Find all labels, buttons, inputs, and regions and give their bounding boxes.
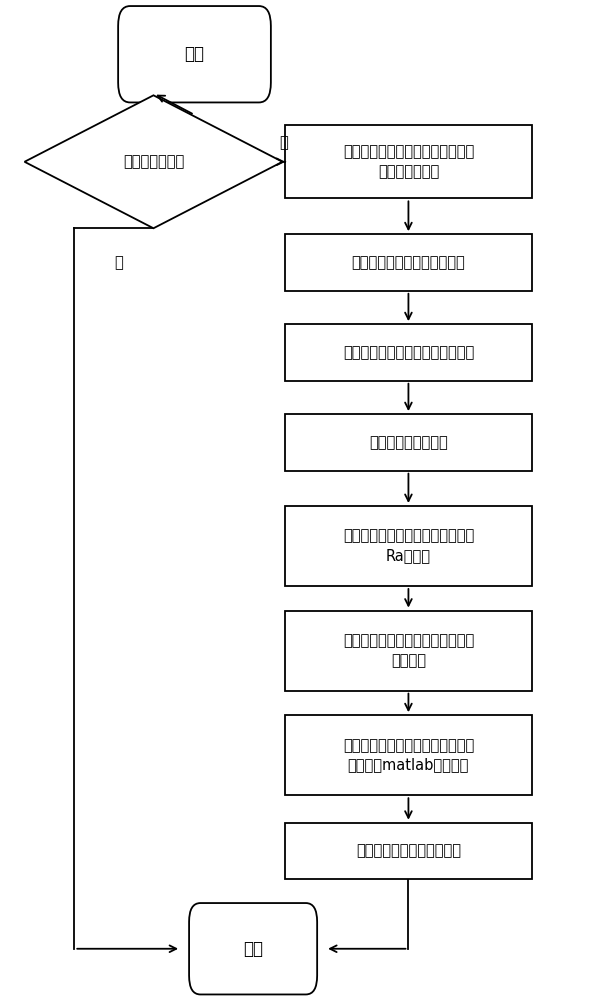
Text: 结束: 结束 xyxy=(243,940,263,958)
Bar xyxy=(286,506,532,586)
FancyBboxPatch shape xyxy=(189,903,317,994)
Text: 藄壁件加工区域表面粗糙度测量与
Ra值计算: 藄壁件加工区域表面粗糙度测量与 Ra值计算 xyxy=(343,529,474,563)
Bar xyxy=(286,125,532,198)
Bar xyxy=(286,611,532,691)
Text: 是: 是 xyxy=(280,135,288,150)
Bar xyxy=(286,234,532,291)
Polygon shape xyxy=(25,95,283,228)
FancyBboxPatch shape xyxy=(118,6,271,102)
Bar xyxy=(286,414,532,471)
Bar xyxy=(286,823,532,879)
Text: 开始: 开始 xyxy=(185,45,205,63)
Text: 传感器的安装与采集设备调试: 传感器的安装与采集设备调试 xyxy=(352,255,466,270)
Text: 否: 否 xyxy=(114,255,122,270)
Text: 建立表面粗糙度与加速度一元回归
模型并用matlab求解系数: 建立表面粗糙度与加速度一元回归 模型并用matlab求解系数 xyxy=(343,738,474,773)
Text: 加工区域加速度计算: 加工区域加速度计算 xyxy=(369,435,448,450)
Text: 表面粗糙度预测模型的建立: 表面粗糙度预测模型的建立 xyxy=(356,843,461,858)
Text: 将藄壁件安装在机床工作台上，并
进行找正与对刀: 将藄壁件安装在机床工作台上，并 进行找正与对刀 xyxy=(343,144,474,179)
Bar xyxy=(286,324,532,381)
Bar xyxy=(286,715,532,795)
Text: 根据取样长度，提取表面粗糙度与
加速度値: 根据取样长度，提取表面粗糙度与 加速度値 xyxy=(343,633,474,668)
Text: 是否为侧銃加工: 是否为侧銃加工 xyxy=(123,154,184,169)
Text: 藄壁件侧銃加工与加速度信号采集: 藄壁件侧銃加工与加速度信号采集 xyxy=(343,345,474,360)
